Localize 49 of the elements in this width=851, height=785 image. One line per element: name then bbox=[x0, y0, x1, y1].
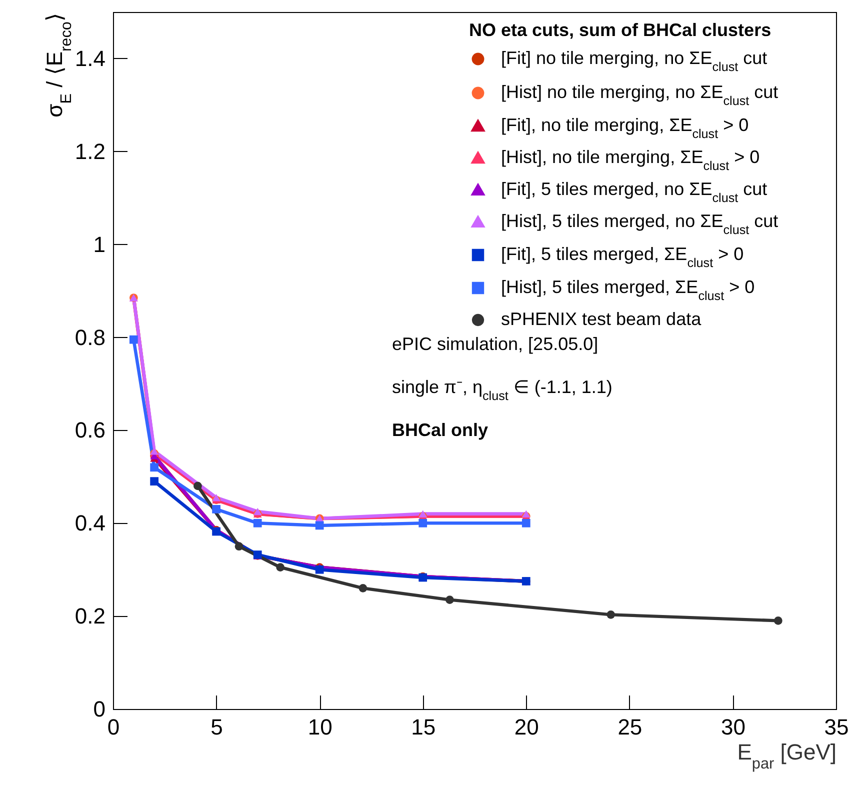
y-tick-label: 0.6 bbox=[74, 418, 106, 443]
point bbox=[358, 584, 368, 592]
annotation: single π⁻, η$_{clust}$ ∈ (-1.1, 1.1) bbox=[392, 377, 612, 403]
annotation: BHCal only bbox=[392, 420, 488, 440]
legend-label: [Fit], 5 tiles merged, no ΣE$_{clust}$ cut bbox=[501, 179, 768, 205]
legend-label: [Hist], 5 tiles merged, no ΣE$_{clust}$ cut bbox=[501, 211, 778, 237]
legend-label: sPHENIX test beam data bbox=[501, 309, 702, 329]
point bbox=[212, 494, 220, 502]
point bbox=[446, 596, 454, 604]
point bbox=[276, 563, 285, 572]
legend-label: [Hist] no tile merging, no ΣE$_{clust}$ cut bbox=[501, 82, 778, 108]
x-tick-label: 35 bbox=[824, 714, 849, 740]
y-tick-label: 1.4 bbox=[74, 46, 106, 71]
legend-label: [Hist], 5 tiles merged, ΣE$_{clust}$ > 0 bbox=[501, 277, 755, 303]
y-tick-label: 0 bbox=[93, 696, 106, 722]
x-axis-title: E$_{par}$ [GeV] bbox=[737, 740, 836, 772]
legend-label: [Fit], 5 tiles merged, ΣE$_{clust}$ > 0 bbox=[501, 244, 744, 270]
point bbox=[522, 518, 530, 528]
legend-label: [Fit] no tile merging, no ΣE$_{clust}$ cut bbox=[501, 48, 768, 74]
y-tick-label: 0.4 bbox=[74, 510, 106, 536]
point bbox=[315, 521, 324, 530]
y-tick-label: 1.2 bbox=[74, 138, 106, 164]
point bbox=[606, 610, 616, 619]
point bbox=[150, 463, 158, 472]
point bbox=[212, 505, 220, 514]
legend-title: NO eta cuts, sum of BHCal clusters bbox=[469, 20, 772, 40]
point bbox=[194, 482, 202, 490]
x-tick-label: 30 bbox=[720, 714, 746, 740]
annotation: ePIC simulation, [25.05.0] bbox=[392, 334, 598, 354]
point bbox=[774, 616, 782, 625]
x-tick-label: 5 bbox=[210, 714, 223, 740]
point bbox=[418, 518, 428, 528]
x-tick-label: 20 bbox=[514, 714, 539, 740]
y-tick-label: 1 bbox=[93, 232, 106, 257]
point bbox=[234, 542, 244, 551]
x-tick-label: 15 bbox=[411, 714, 436, 740]
point bbox=[150, 477, 158, 486]
y-tick-label: 0.8 bbox=[74, 324, 106, 350]
point bbox=[129, 335, 138, 344]
point bbox=[418, 510, 428, 518]
point bbox=[253, 508, 262, 516]
legend-label: [Fit], no tile merging, ΣE$_{clust}$ > 0 bbox=[501, 115, 749, 141]
legend-label: [Hist], no tile merging, ΣE$_{clust}$ > 0 bbox=[501, 147, 760, 173]
point bbox=[315, 565, 324, 574]
point bbox=[522, 510, 530, 518]
x-tick-label: 10 bbox=[308, 714, 332, 740]
y-tick-label: 0.2 bbox=[74, 604, 106, 629]
x-tick-label: 25 bbox=[618, 714, 642, 740]
point bbox=[253, 518, 262, 528]
